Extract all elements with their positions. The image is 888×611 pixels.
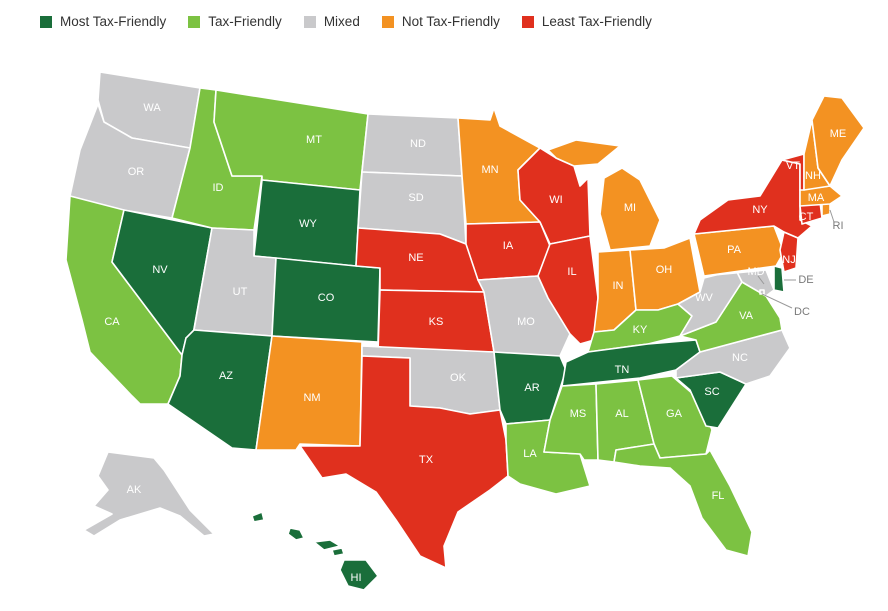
label-CA: CA	[104, 316, 120, 328]
label-AK: AK	[127, 484, 142, 496]
legend-label: Tax-Friendly	[208, 14, 282, 29]
label-NY: NY	[752, 204, 768, 216]
label-IA: IA	[503, 240, 514, 252]
label-IL: IL	[567, 266, 576, 278]
state-AK[interactable]	[83, 451, 215, 537]
label-KS: KS	[429, 316, 444, 328]
state-HI[interactable]	[251, 511, 379, 591]
state-NJ[interactable]	[779, 231, 799, 273]
label-NE: NE	[408, 252, 423, 264]
label-DC: DC	[794, 306, 810, 318]
label-MD: MD	[747, 266, 764, 278]
legend-item-not-tax-friendly: Not Tax-Friendly	[381, 14, 500, 29]
state-labels: WA OR CA NV ID MT WY UT AZ CO NM ND SD N…	[104, 102, 846, 584]
label-MI: MI	[624, 202, 636, 214]
label-NM: NM	[303, 392, 320, 404]
label-WV: WV	[695, 292, 713, 304]
state-DC[interactable]	[759, 289, 765, 295]
label-TX: TX	[419, 454, 434, 466]
label-OR: OR	[128, 166, 145, 178]
label-HI: HI	[351, 572, 362, 584]
label-DE: DE	[798, 274, 813, 286]
legend-swatch-tax	[188, 15, 201, 28]
label-MO: MO	[517, 316, 535, 328]
state-FL[interactable]	[613, 443, 753, 557]
label-ND: ND	[410, 138, 426, 150]
label-MS: MS	[570, 408, 587, 420]
state-MI[interactable]	[547, 139, 661, 251]
legend-item-tax-friendly: Tax-Friendly	[188, 14, 282, 29]
label-SC: SC	[704, 386, 719, 398]
state-VT[interactable]	[781, 153, 805, 191]
label-GA: GA	[666, 408, 683, 420]
label-LA: LA	[523, 448, 537, 460]
legend-label: Not Tax-Friendly	[401, 14, 500, 29]
label-CT: CT	[799, 211, 814, 223]
label-WA: WA	[143, 102, 161, 114]
label-NC: NC	[732, 352, 748, 364]
legend-item-mixed: Mixed	[303, 14, 360, 29]
label-TN: TN	[615, 364, 630, 376]
legend-swatch-not	[381, 15, 394, 28]
label-WY: WY	[299, 218, 317, 230]
leader-line-md	[757, 275, 765, 285]
label-NJ: NJ	[782, 254, 795, 266]
legend-swatch-mixed	[303, 15, 316, 28]
label-OK: OK	[450, 372, 467, 384]
label-KY: KY	[633, 324, 648, 336]
legend-item-least-tax-friendly: Least Tax-Friendly	[521, 14, 652, 29]
leader-line-dc	[761, 293, 793, 309]
legend-label: Least Tax-Friendly	[541, 14, 652, 29]
label-AR: AR	[524, 382, 539, 394]
map-legend: Most Tax-Friendly Tax-Friendly Mixed Not…	[40, 14, 674, 29]
leader-line-ri	[829, 209, 835, 223]
legend-swatch-least	[521, 15, 534, 28]
state-DE[interactable]	[773, 265, 785, 293]
legend-swatch-most	[40, 15, 52, 28]
state-IL[interactable]	[537, 235, 599, 345]
label-VA: VA	[739, 310, 754, 322]
state-TX[interactable]	[299, 355, 509, 569]
label-PA: PA	[727, 244, 742, 256]
state-AZ[interactable]	[167, 329, 273, 451]
label-RI: RI	[833, 220, 844, 232]
label-OH: OH	[656, 264, 673, 276]
label-SD: SD	[408, 192, 423, 204]
label-MN: MN	[481, 164, 498, 176]
legend-label: Most Tax-Friendly	[60, 14, 167, 29]
label-CO: CO	[318, 292, 335, 304]
state-WI[interactable]	[517, 147, 591, 245]
legend-label: Mixed	[323, 14, 360, 29]
state-ME[interactable]	[811, 95, 865, 187]
state-NM[interactable]	[255, 335, 363, 451]
label-ME: ME	[830, 128, 847, 140]
label-MA: MA	[808, 192, 825, 204]
label-IN: IN	[613, 280, 624, 292]
label-NH: NH	[805, 170, 821, 182]
label-NV: NV	[152, 264, 168, 276]
legend-item-most-tax-friendly: Most Tax-Friendly	[40, 14, 166, 29]
label-AL: AL	[615, 408, 628, 420]
label-MT: MT	[306, 134, 322, 146]
state-MT[interactable]	[213, 89, 369, 191]
label-AZ: AZ	[219, 370, 233, 382]
label-VT: VT	[786, 160, 800, 172]
label-WI: WI	[549, 194, 562, 206]
label-FL: FL	[712, 490, 725, 502]
label-ID: ID	[213, 182, 224, 194]
label-UT: UT	[233, 286, 248, 298]
